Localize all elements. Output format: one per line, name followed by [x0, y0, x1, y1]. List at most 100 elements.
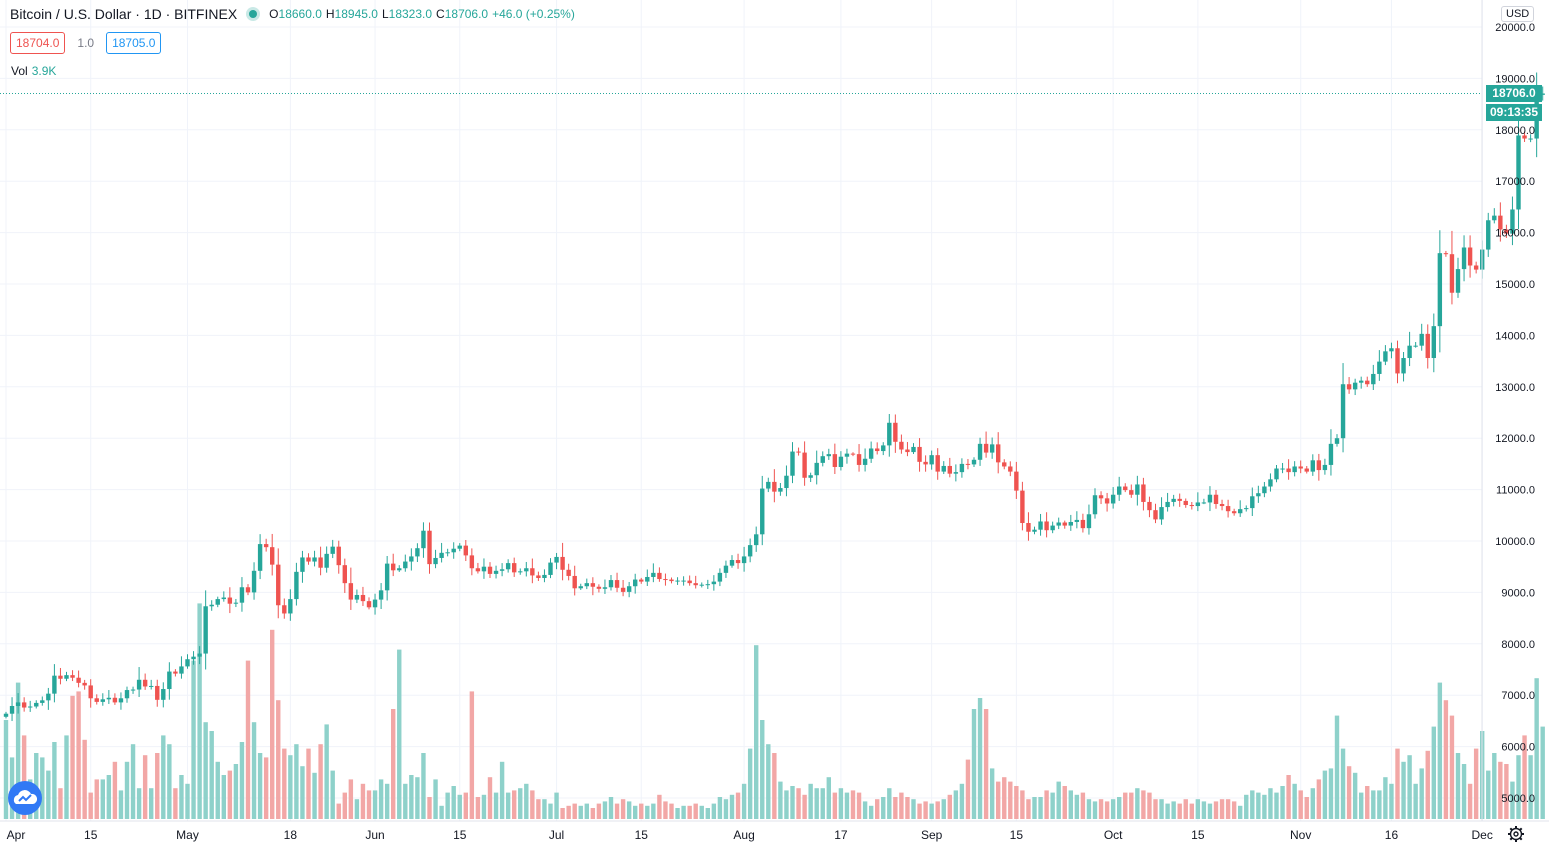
volume-bar	[1225, 799, 1231, 819]
volume-bar	[1534, 678, 1539, 819]
candle-body	[1129, 490, 1134, 495]
volume-bar	[935, 801, 940, 819]
volume-bar	[1425, 750, 1430, 819]
candle	[693, 575, 698, 589]
candle	[699, 582, 704, 588]
gear-icon[interactable]	[1507, 825, 1525, 843]
candle	[838, 451, 844, 471]
time-axis[interactable]: Apr 15 May 18 Jun 15 Jul 15 Aug 17 Sep 15 Oct 15 Nov 16…	[7, 828, 1493, 842]
volume-bar	[530, 790, 535, 819]
candle	[1292, 461, 1297, 477]
symbol-title[interactable]: Bitcoin / U.S. Dollar · 1D · BITFINEX	[10, 6, 238, 22]
candle	[705, 579, 710, 590]
sell-price-button[interactable]: 18704.0	[10, 32, 66, 54]
volume-bar	[578, 805, 583, 819]
candle-body	[850, 453, 856, 455]
candle-body	[58, 675, 63, 679]
volume-bar	[1171, 801, 1176, 819]
candle-body	[838, 456, 844, 467]
candle-body	[554, 556, 559, 563]
candle	[245, 584, 251, 596]
candle-body	[1056, 522, 1061, 526]
candle-body	[288, 599, 293, 614]
candle-body	[209, 604, 214, 607]
candle-body	[1540, 93, 1545, 95]
volume-bar	[1014, 786, 1019, 819]
candle-body	[814, 462, 819, 476]
candle-body	[663, 579, 668, 581]
volume-bar	[754, 645, 759, 819]
candle-body	[487, 566, 493, 574]
volume-bar	[620, 799, 626, 819]
currency-button[interactable]: USD	[1501, 6, 1535, 22]
volume-bar	[1528, 755, 1533, 819]
volume-bar	[663, 801, 668, 819]
candle	[832, 443, 838, 475]
volume-bar	[826, 777, 831, 819]
candle-body	[1068, 521, 1073, 526]
candle-body	[681, 580, 686, 582]
time-tick-label: Oct	[1104, 828, 1123, 842]
candle	[191, 651, 196, 665]
volume-bar	[905, 797, 910, 819]
volume-bar	[409, 775, 414, 819]
price-axis[interactable]: 5000.0 6000.0 7000.0 8000.0 9000.0 10000.0 110…	[1495, 22, 1535, 805]
tradingview-cloud-icon[interactable]	[8, 781, 42, 815]
candle-body	[1328, 443, 1334, 465]
candle	[941, 461, 946, 475]
candle-body	[469, 555, 475, 569]
candle-body	[294, 571, 299, 600]
volume-bar	[766, 744, 771, 819]
candle-body	[723, 565, 729, 573]
volume-bar	[46, 770, 51, 819]
candle	[802, 441, 807, 486]
candle	[294, 562, 299, 606]
volume-bar	[1467, 783, 1473, 819]
candle-body	[1280, 468, 1285, 470]
volume-bar	[723, 799, 729, 819]
candle	[142, 673, 148, 690]
candle-body	[760, 488, 765, 535]
candle-body	[1419, 333, 1424, 346]
candle	[499, 563, 505, 577]
buy-price-button[interactable]: 18705.0	[106, 32, 162, 54]
candle-body	[1455, 269, 1461, 293]
candle	[300, 550, 305, 583]
candle	[1068, 514, 1073, 531]
volume-bar	[1050, 792, 1055, 819]
volume-legend[interactable]: Vol 3.9K	[11, 64, 56, 78]
volume-bar	[421, 753, 426, 819]
volume-bar	[191, 660, 196, 819]
candle-body	[862, 458, 868, 465]
volume-bar	[475, 797, 481, 819]
candle	[1383, 345, 1388, 366]
time-tick-label: Sep	[921, 828, 943, 842]
candle-body	[336, 546, 341, 566]
volume-bar	[1080, 792, 1086, 819]
candle-body	[1268, 479, 1273, 487]
candle	[608, 575, 614, 591]
volume-bar	[1213, 801, 1219, 819]
candle	[1498, 202, 1503, 242]
candle-body	[142, 679, 148, 687]
candle-body	[578, 586, 583, 589]
volume-bar	[1002, 777, 1007, 819]
candle	[88, 679, 93, 708]
candle	[130, 686, 136, 694]
volume-bar	[893, 797, 898, 819]
candle-body	[802, 452, 807, 478]
volume-bar	[493, 792, 499, 819]
candle	[1238, 500, 1243, 517]
candle	[1413, 342, 1418, 348]
candle-body	[844, 453, 850, 457]
candle	[1407, 331, 1412, 367]
volume-bar	[348, 779, 354, 819]
volume-bar	[136, 788, 142, 819]
candle-body	[1425, 333, 1430, 359]
candle	[1473, 261, 1479, 274]
volume-bar	[288, 755, 293, 819]
candle-body	[1244, 508, 1249, 510]
time-tick-label: 15	[1010, 828, 1024, 842]
volume-bar	[445, 792, 450, 819]
